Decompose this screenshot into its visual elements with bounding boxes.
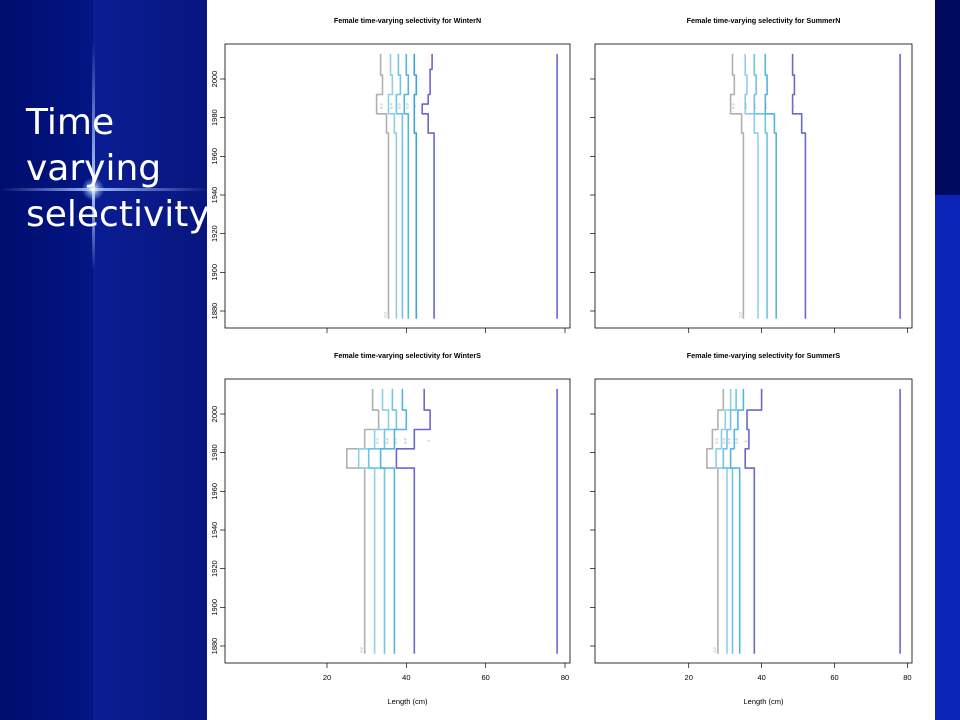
panel-frame [224, 378, 571, 664]
selectivity-contour-line [395, 388, 431, 654]
x-tick-label: 60 [830, 673, 838, 682]
selectivity-figure: Female time-varying selectivity for Wint… [207, 0, 935, 720]
panel-frame [594, 378, 913, 664]
contour-label: 0.2 [737, 311, 742, 317]
selectivity-contour-line [791, 53, 807, 319]
panel-frame [594, 43, 913, 329]
contour-label: 0.2 [712, 646, 717, 652]
selectivity-contour-line [729, 388, 745, 654]
selectivity-contour-line [764, 53, 778, 319]
x-tick-label: 40 [402, 673, 410, 682]
panel-title: Female time-varying selectivity for Wint… [334, 16, 481, 25]
contour-label: 0.8 [763, 103, 768, 109]
contour-label: 0.6 [752, 103, 757, 109]
x-tick-label: 80 [903, 673, 911, 682]
selectivity-contour-line [706, 388, 725, 654]
selectivity-contour-line [413, 53, 418, 319]
y-tick-label: 2000 [210, 71, 219, 88]
x-tick-label: 20 [323, 673, 331, 682]
selectivity-contour-line [379, 388, 408, 654]
y-tick-label: 1980 [210, 109, 219, 126]
selectivity-contour-line [715, 388, 732, 654]
lens-flare-vertical [92, 40, 95, 270]
contour-label: 0.4 [721, 438, 726, 444]
contour-label: 1 [790, 104, 795, 107]
contour-label: 0.2 [359, 646, 364, 652]
panel-title: Female time-varying selectivity for Wint… [334, 351, 481, 360]
selectivity-contour-line [744, 388, 763, 654]
contour-label: 0.2 [375, 438, 380, 444]
selectivity-contour-line [357, 388, 390, 654]
x-tick-label: 80 [561, 673, 569, 682]
contour-label: 0.8 [404, 103, 409, 109]
selectivity-panels-svg: Female time-varying selectivity for Wint… [210, 16, 913, 706]
x-tick-label: 20 [685, 673, 693, 682]
contour-label: 0.2 [714, 438, 719, 444]
panel-frame [224, 43, 571, 329]
y-tick-label: 1900 [210, 264, 219, 281]
selectivity-contour-line [722, 388, 737, 654]
contour-label: 0.8 [734, 438, 739, 444]
selectivity-contour-line [395, 53, 404, 319]
selectivity-contour-line [421, 53, 435, 319]
y-tick-label: 1960 [210, 483, 219, 500]
x-tick-label: 60 [481, 673, 489, 682]
contour-label: 0.6 [727, 438, 732, 444]
slide-left-band [0, 0, 93, 720]
panel-title: Female time-varying selectivity for Summ… [687, 16, 841, 25]
selectivity-contour-line [346, 388, 380, 654]
selectivity-contour-line [403, 53, 410, 319]
y-tick-label: 1880 [210, 303, 219, 320]
x-axis-label: Length (cm) [387, 697, 428, 706]
slide-right-strip-top [935, 0, 960, 195]
y-tick-label: 1920 [210, 560, 219, 577]
y-tick-label: 1960 [210, 148, 219, 165]
lens-flare-center [82, 178, 104, 200]
y-tick-label: 2000 [210, 406, 219, 423]
y-tick-label: 1880 [210, 638, 219, 655]
panel-title: Female time-varying selectivity for Summ… [687, 351, 841, 360]
contour-label: 0.4 [384, 438, 389, 444]
contour-label: 1 [426, 439, 431, 442]
contour-label: 0.2 [382, 311, 387, 317]
selectivity-contour-line [387, 53, 398, 319]
contour-label: 0.4 [743, 103, 748, 109]
lens-flare-horizontal [0, 188, 210, 191]
x-axis-label: Length (cm) [743, 697, 784, 706]
contour-label: 1 [412, 104, 417, 107]
y-tick-label: 1980 [210, 444, 219, 461]
contour-label: 0.2 [730, 103, 735, 109]
y-tick-label: 1920 [210, 225, 219, 242]
contour-label: 0.4 [388, 103, 393, 109]
y-tick-label: 1940 [210, 187, 219, 204]
selectivity-contour-line [375, 53, 390, 319]
y-tick-label: 1940 [210, 522, 219, 539]
selectivity-contour-line [744, 53, 759, 319]
selectivity-contour-line [729, 53, 745, 319]
contour-label: 0.8 [402, 438, 407, 444]
selectivity-contour-line [753, 53, 768, 319]
contour-label: 1 [743, 439, 748, 442]
contour-label: 0.6 [396, 103, 401, 109]
selectivity-contour-line [367, 388, 398, 654]
contour-label: 0.2 [379, 103, 384, 109]
contour-label: 0.6 [392, 438, 397, 444]
x-tick-label: 40 [757, 673, 765, 682]
y-tick-label: 1900 [210, 599, 219, 616]
slide-title: Time varying selectivity [26, 102, 210, 235]
